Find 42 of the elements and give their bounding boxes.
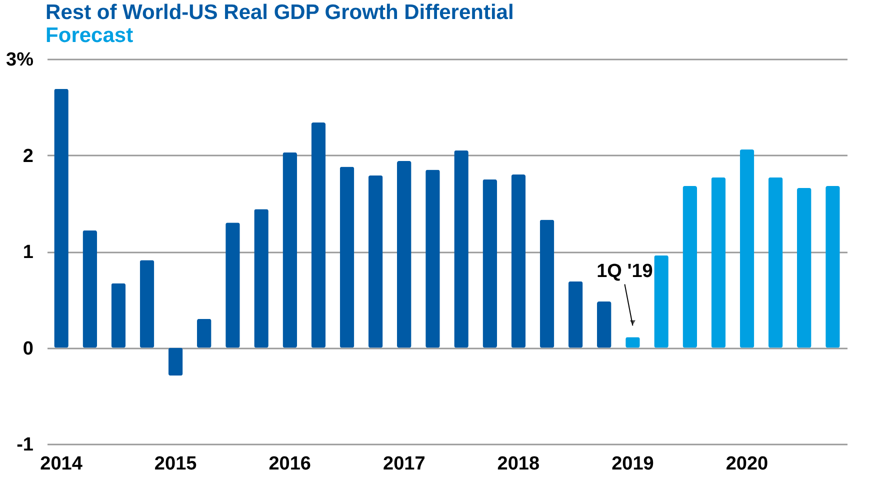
bar: [311, 122, 326, 348]
y-tick-label: 2: [22, 146, 34, 167]
x-tick-label: 2017: [383, 454, 426, 474]
chart-title: Rest of World-US Real GDP Growth Differential: [46, 1, 514, 24]
x-tick-label: 2019: [612, 454, 654, 474]
bar: [654, 255, 668, 348]
bar: [254, 209, 268, 348]
annotation: 1Q '19: [596, 261, 653, 282]
text: Forecast: [46, 24, 134, 47]
bar: [368, 175, 383, 348]
bar: [454, 150, 468, 348]
bar: [282, 152, 297, 348]
bar: [140, 260, 154, 348]
bar: [682, 186, 697, 348]
bar: [540, 220, 554, 348]
x-tick-label: 2014: [40, 454, 83, 474]
bar: [397, 161, 412, 348]
bar: [482, 179, 497, 348]
x-tick-label: 2015: [154, 454, 198, 474]
x-tick-label: 2016: [268, 454, 311, 474]
y-tick-label: 0: [22, 338, 34, 360]
bar: [168, 348, 183, 376]
bar: [54, 88, 68, 348]
bar: [426, 170, 440, 348]
bar: [111, 283, 126, 348]
bar: [82, 230, 97, 348]
y-tick-label: 1: [22, 242, 34, 263]
bar: [340, 166, 354, 348]
bar: [740, 149, 754, 348]
bar: [597, 302, 612, 348]
bar: [197, 318, 212, 348]
x-tick-label: 2020: [726, 454, 768, 474]
y-tick-label: 3%: [6, 50, 34, 70]
bar: [226, 222, 240, 348]
bar: [568, 281, 583, 348]
bar: [768, 177, 783, 348]
y-tick-label: -1: [16, 434, 34, 456]
x-tick-label: 2018: [497, 454, 540, 474]
bar: [826, 186, 840, 348]
bar: [511, 174, 526, 348]
bar: [711, 177, 726, 348]
bar: [797, 188, 812, 348]
